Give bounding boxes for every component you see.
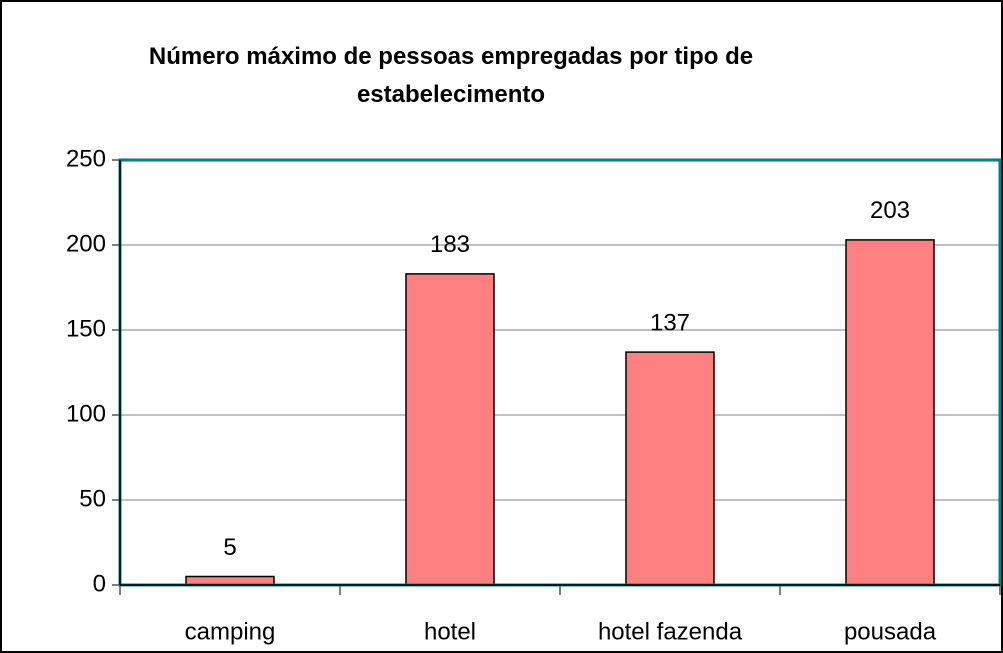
data-label: 183 (430, 231, 470, 258)
bar (625, 351, 715, 586)
y-tick-label: 200 (66, 230, 106, 257)
bar (405, 273, 495, 586)
data-label: 203 (870, 197, 910, 224)
y-tick-label: 0 (93, 570, 106, 597)
x-tick-label: hotel fazenda (598, 618, 743, 645)
data-label: 137 (650, 309, 690, 336)
y-tick-label: 150 (66, 315, 106, 342)
bar (845, 239, 935, 586)
x-tick-label: pousada (844, 618, 937, 645)
y-tick-label: 50 (79, 485, 106, 512)
data-label: 5 (223, 534, 236, 561)
chart-title: Número máximo de pessoas empregadas por … (148, 43, 754, 108)
y-tick-label: 100 (66, 400, 106, 427)
x-tick-label: hotel (424, 618, 476, 645)
y-tick-label: 250 (66, 145, 106, 172)
x-tick-label: camping (185, 618, 276, 645)
